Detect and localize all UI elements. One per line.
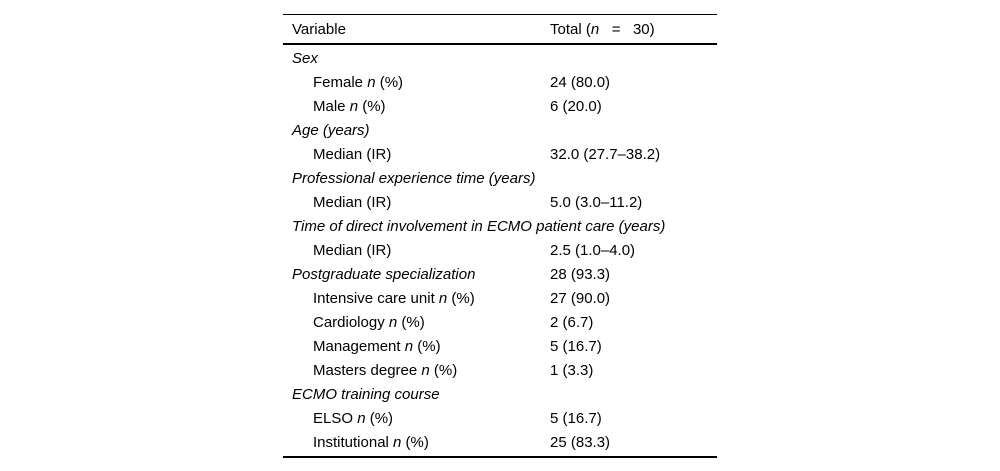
demographics-table: Variable Total (n = 30) Sex Female n (%) 2… bbox=[283, 14, 717, 458]
table-row: Male n (%) 6 (20.0) bbox=[283, 94, 717, 118]
header-total: Total (n = 30) bbox=[550, 20, 655, 38]
row-value: 32.0 (27.7–38.2) bbox=[550, 145, 661, 163]
row-label: ELSO n (%) bbox=[313, 409, 394, 427]
table-row: Intensive care unit n (%) 27 (90.0) bbox=[283, 286, 717, 310]
table-row: Postgraduate specialization 28 (93.3) bbox=[283, 262, 717, 286]
row-label: Male n (%) bbox=[313, 97, 386, 115]
row-label: Female n (%) bbox=[313, 73, 404, 91]
table-row: Sex bbox=[283, 46, 717, 70]
header-variable: Variable bbox=[292, 20, 346, 38]
row-label: Cardiology n (%) bbox=[313, 313, 425, 331]
row-value: 27 (90.0) bbox=[550, 289, 611, 307]
row-label: Age (years) bbox=[292, 121, 370, 139]
table-row: Age (years) bbox=[283, 118, 717, 142]
table-row: Institutional n (%) 25 (83.3) bbox=[283, 430, 717, 454]
row-label: Institutional n (%) bbox=[313, 433, 429, 451]
row-label: Median (IR) bbox=[313, 193, 392, 211]
table-row: Management n (%) 5 (16.7) bbox=[283, 334, 717, 358]
table-row: Masters degree n (%) 1 (3.3) bbox=[283, 358, 717, 382]
table-row: ELSO n (%) 5 (16.7) bbox=[283, 406, 717, 430]
row-label: Median (IR) bbox=[313, 241, 392, 259]
row-label: ECMO training course bbox=[292, 385, 440, 403]
row-label: Median (IR) bbox=[313, 145, 392, 163]
row-value: 5.0 (3.0–11.2) bbox=[550, 193, 643, 211]
row-label: Time of direct involvement in ECMO patie… bbox=[292, 217, 666, 235]
row-value: 24 (80.0) bbox=[550, 73, 611, 91]
row-label: Intensive care unit n (%) bbox=[313, 289, 475, 307]
row-value: 2.5 (1.0–4.0) bbox=[550, 241, 636, 259]
table-header-row: Variable Total (n = 30) bbox=[283, 15, 717, 45]
row-value: 5 (16.7) bbox=[550, 409, 602, 427]
row-label: Masters degree n (%) bbox=[313, 361, 458, 379]
row-value: 28 (93.3) bbox=[550, 265, 611, 283]
table-row: Median (IR) 5.0 (3.0–11.2) bbox=[283, 190, 717, 214]
row-label: Postgraduate specialization bbox=[292, 265, 476, 283]
row-value: 2 (6.7) bbox=[550, 313, 594, 331]
table-row: Female n (%) 24 (80.0) bbox=[283, 70, 717, 94]
row-value: 5 (16.7) bbox=[550, 337, 602, 355]
row-label: Sex bbox=[292, 49, 318, 67]
row-value: 1 (3.3) bbox=[550, 361, 594, 379]
row-value: 25 (83.3) bbox=[550, 433, 611, 451]
table-row: Time of direct involvement in ECMO patie… bbox=[283, 214, 717, 238]
table-body: Sex Female n (%) 24 (80.0) Male n (%) 6 (20.… bbox=[283, 45, 717, 456]
table-row: ECMO training course bbox=[283, 382, 717, 406]
table-row: Cardiology n (%) 2 (6.7) bbox=[283, 310, 717, 334]
table-row: Median (IR) 32.0 (27.7–38.2) bbox=[283, 142, 717, 166]
table-row: Median (IR) 2.5 (1.0–4.0) bbox=[283, 238, 717, 262]
table-row: Professional experience time (years) bbox=[283, 166, 717, 190]
row-value: 6 (20.0) bbox=[550, 97, 602, 115]
row-label: Professional experience time (years) bbox=[292, 169, 536, 187]
row-label: Management n (%) bbox=[313, 337, 441, 355]
